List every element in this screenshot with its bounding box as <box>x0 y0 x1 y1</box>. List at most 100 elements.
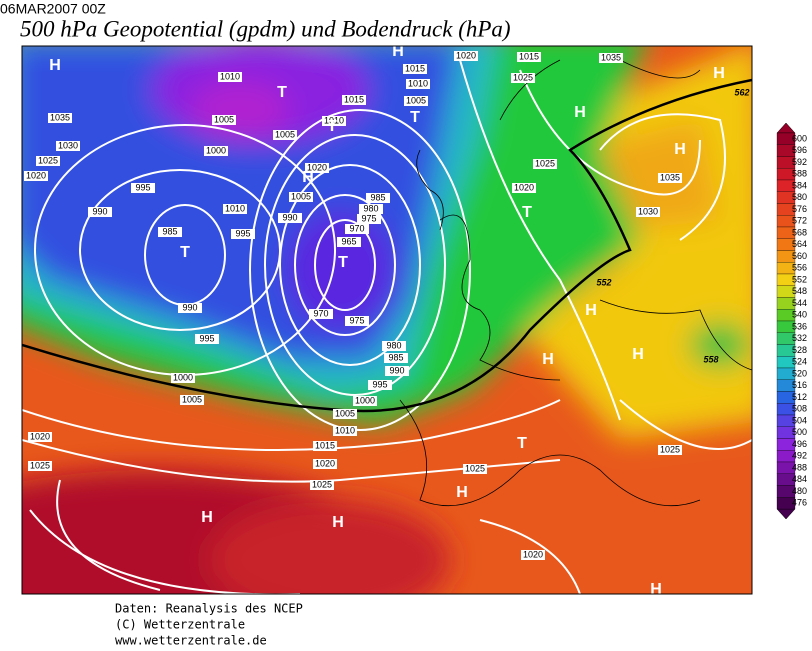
label-bg <box>310 480 334 490</box>
coastlines <box>399 59 752 507</box>
isobar-label: 1025 <box>513 72 533 82</box>
isobar-label: 1020 <box>523 549 543 559</box>
colorbar-label: 548 <box>792 286 807 296</box>
colorbar-label: 596 <box>792 145 807 155</box>
pressure-center: T <box>338 254 348 271</box>
height-label: 552 <box>596 277 611 287</box>
pressure-center: H <box>302 169 314 186</box>
colorbar-label: 544 <box>792 298 807 308</box>
isobar-label: 995 <box>372 379 387 389</box>
label-bg <box>359 204 383 214</box>
label-bg <box>463 464 487 474</box>
colorbar-label: 568 <box>792 227 807 237</box>
pressure-center: H <box>332 514 344 531</box>
colorbar-label: 552 <box>792 274 807 284</box>
pressure-center: H <box>713 65 725 82</box>
colorbar-label: 476 <box>792 498 807 508</box>
title: 500 hPa Geopotential (gpdm) und Bodendru… <box>20 16 511 41</box>
isobar-label: 1020 <box>315 458 335 468</box>
label-bg <box>305 163 329 173</box>
isobar-label: 1020 <box>26 170 46 180</box>
isobar-label: 1020 <box>456 50 476 60</box>
isobar-label: 990 <box>389 365 404 375</box>
pressure-center: T <box>522 204 532 221</box>
colorbar-label: 592 <box>792 157 807 167</box>
isobar-label: 985 <box>388 352 403 362</box>
label-bg <box>171 373 195 383</box>
isobar-label: 1035 <box>50 112 70 122</box>
label-bg <box>382 341 406 351</box>
colorbar-label: 496 <box>792 439 807 449</box>
isobar-label: 1005 <box>275 129 295 139</box>
pressure-center: H <box>456 484 468 501</box>
footer-line: www.wetterzentrale.de <box>115 634 267 647</box>
colorbar-label: 480 <box>792 486 807 496</box>
colorbar-label: 588 <box>792 169 807 179</box>
isobar-label: 970 <box>313 308 328 318</box>
colorbar-label: 500 <box>792 427 807 437</box>
pressure-center: T <box>180 244 190 261</box>
colorbar-cap <box>776 508 796 520</box>
label-bg <box>28 432 52 442</box>
isobar-label: 1005 <box>335 408 355 418</box>
isobar-label: 990 <box>182 302 197 312</box>
colorbar-label: 560 <box>792 251 807 261</box>
label-bg <box>278 213 302 223</box>
colorbar-label: 564 <box>792 239 807 249</box>
label-bg <box>24 171 48 181</box>
colorbar-label: 584 <box>792 180 807 190</box>
colorbar-label: 540 <box>792 310 807 320</box>
isobar-label: 1025 <box>535 158 555 168</box>
label-bg <box>313 441 337 451</box>
label-bg <box>404 96 428 106</box>
isobar-label: 980 <box>363 203 378 213</box>
isobar-label: 965 <box>341 236 356 246</box>
label-bg <box>333 426 357 436</box>
isobar-label: 1015 <box>405 63 425 73</box>
isobar-label: 1030 <box>638 206 658 216</box>
date: 06MAR2007 00Z <box>0 1 106 17</box>
label-bg <box>511 73 535 83</box>
isobar-label: 995 <box>235 228 250 238</box>
label-bg <box>599 53 623 63</box>
colorbar-label: 536 <box>792 321 807 331</box>
colorbar-label: 524 <box>792 357 807 367</box>
contour-552 <box>22 78 752 413</box>
isobar-label: 980 <box>386 340 401 350</box>
isobar-label: 1010 <box>335 425 355 435</box>
footer-line: (C) Wetterzentrale <box>115 618 245 632</box>
isobar-label: 1030 <box>58 140 78 150</box>
label-bg <box>195 334 219 344</box>
label-bg <box>345 316 369 326</box>
label-bg <box>223 204 247 214</box>
isobar-label: 1010 <box>225 203 245 213</box>
colorbar-label: 512 <box>792 392 807 402</box>
colorbar: 6005965925885845805765725685645605565525… <box>776 122 807 520</box>
isobar-label: 975 <box>361 213 376 223</box>
pressure-center: T <box>517 435 527 452</box>
isobar-label: 1010 <box>220 71 240 81</box>
label-bg <box>353 396 377 406</box>
height-label: 562 <box>734 87 749 97</box>
colorbar-label: 556 <box>792 263 807 273</box>
pressure-center: H <box>201 509 213 526</box>
label-bg <box>333 409 357 419</box>
label-bg <box>309 309 333 319</box>
isobar-label: 1005 <box>182 394 202 404</box>
isobar-label: 1020 <box>514 182 534 192</box>
pressure-center: H <box>650 581 662 598</box>
label-bg <box>56 141 80 151</box>
pressure-center: H <box>49 57 61 74</box>
label-bg <box>48 113 72 123</box>
label-bg <box>517 52 541 62</box>
isobar-label: 985 <box>370 192 385 202</box>
label-bg <box>533 159 557 169</box>
colorbar-label: 532 <box>792 333 807 343</box>
isobar-label: 1005 <box>406 95 426 105</box>
height-label: 558 <box>703 354 718 364</box>
colorbar-label: 504 <box>792 415 807 425</box>
isobar-label: 1025 <box>465 463 485 473</box>
label-bg <box>88 207 112 217</box>
isobar-label: 995 <box>199 333 214 343</box>
